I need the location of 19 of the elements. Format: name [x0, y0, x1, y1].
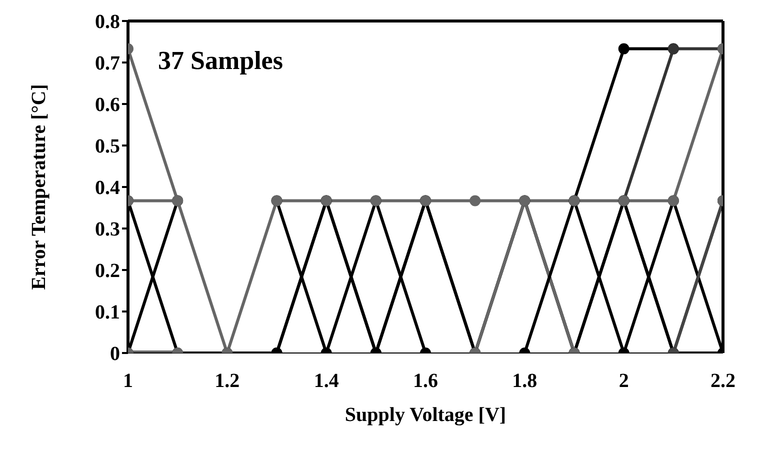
- y-tick-label: 0.7: [95, 52, 120, 75]
- y-tick-label: 0.6: [95, 94, 120, 116]
- y-axis-title: Error Temperature [°C]: [28, 84, 50, 290]
- x-tick-label: 1.2: [214, 370, 240, 392]
- y-tick-label: 0.3: [95, 218, 120, 241]
- y-tick-label: 0.1: [95, 302, 120, 324]
- x-tick-label: 2: [618, 370, 629, 392]
- x-tick-label: 1.8: [512, 370, 538, 392]
- y-tick-label: 0.5: [95, 136, 120, 158]
- x-axis-title: Supply Voltage [V]: [344, 404, 506, 426]
- x-tick-label: 1.4: [314, 370, 339, 392]
- annotation: 37 Samples: [158, 46, 283, 76]
- y-tick-label: 0: [110, 343, 120, 366]
- x-tick-label: 1.6: [413, 370, 438, 392]
- y-tick-label: 0.2: [95, 260, 120, 282]
- y-tick-label: 0.8: [95, 11, 120, 34]
- x-tick-label: 2.2: [710, 370, 736, 392]
- y-tick-label: 0.4: [95, 177, 120, 200]
- x-tick-label: 1: [123, 370, 133, 392]
